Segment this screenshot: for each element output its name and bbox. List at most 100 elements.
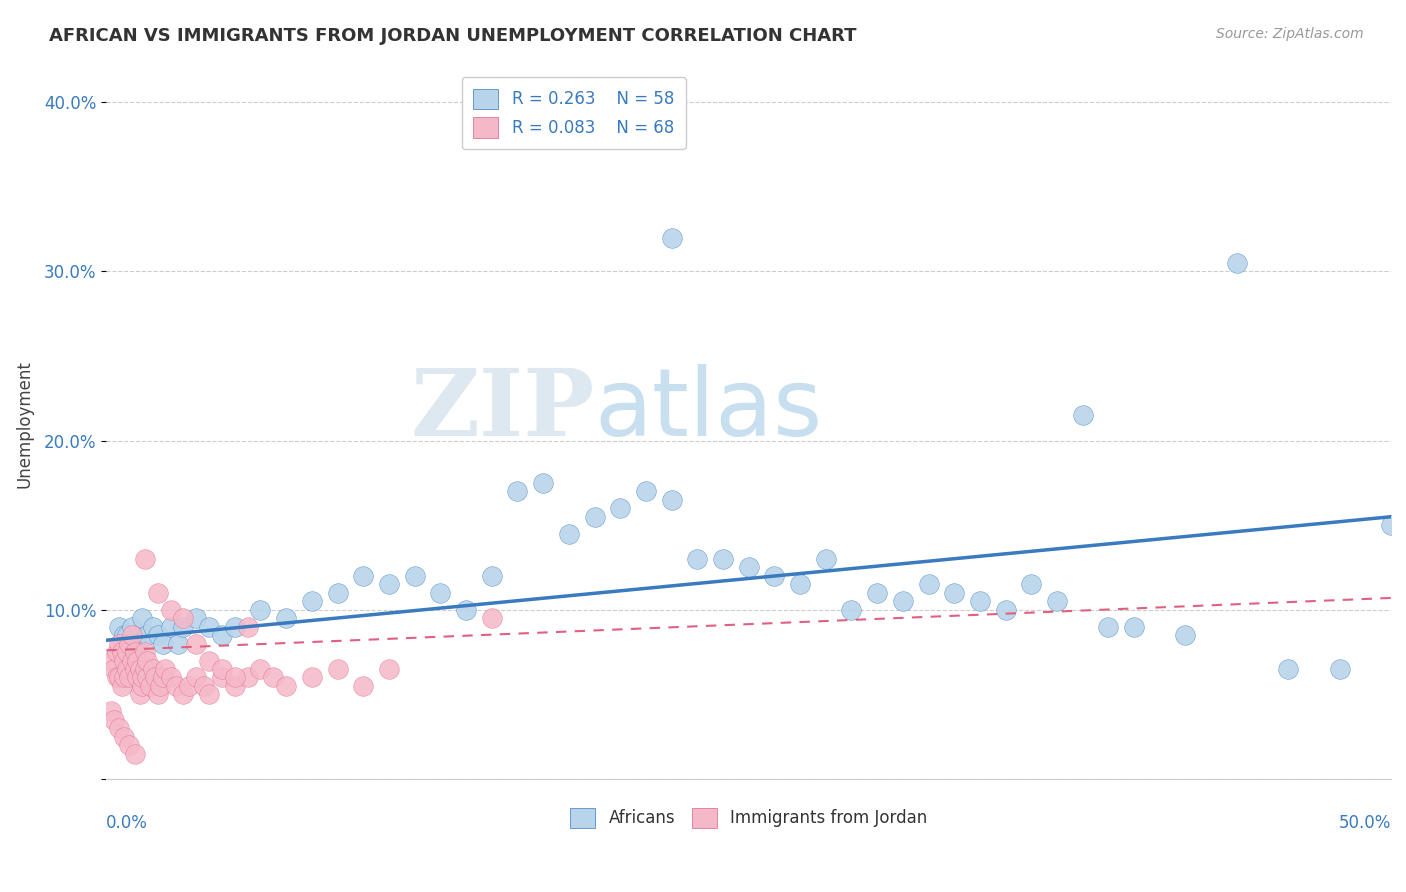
Point xyxy=(481,611,503,625)
Point xyxy=(127,637,149,651)
Point xyxy=(661,230,683,244)
Point xyxy=(378,577,401,591)
Point xyxy=(115,645,138,659)
Point xyxy=(159,620,181,634)
Point xyxy=(146,687,169,701)
Point xyxy=(276,611,298,625)
Point xyxy=(301,670,323,684)
Point xyxy=(454,603,477,617)
Point xyxy=(131,670,153,684)
Point xyxy=(301,594,323,608)
Point xyxy=(112,628,135,642)
Point xyxy=(193,679,215,693)
Point xyxy=(155,662,177,676)
Point xyxy=(128,662,150,676)
Point xyxy=(609,501,631,516)
Point xyxy=(103,713,125,727)
Point xyxy=(167,637,190,651)
Legend: Africans, Immigrants from Jordan: Africans, Immigrants from Jordan xyxy=(564,801,934,835)
Point xyxy=(111,679,134,693)
Text: AFRICAN VS IMMIGRANTS FROM JORDAN UNEMPLOYMENT CORRELATION CHART: AFRICAN VS IMMIGRANTS FROM JORDAN UNEMPL… xyxy=(49,27,856,45)
Point xyxy=(583,509,606,524)
Point xyxy=(352,569,374,583)
Text: atlas: atlas xyxy=(595,364,823,456)
Point xyxy=(737,560,759,574)
Point xyxy=(112,653,135,667)
Point xyxy=(103,662,125,676)
Point xyxy=(943,586,966,600)
Point xyxy=(149,679,172,693)
Point xyxy=(105,670,128,684)
Point xyxy=(172,687,194,701)
Point xyxy=(159,670,181,684)
Point xyxy=(152,637,174,651)
Point xyxy=(1097,620,1119,634)
Point xyxy=(763,569,786,583)
Point xyxy=(159,603,181,617)
Point xyxy=(177,679,200,693)
Point xyxy=(994,603,1017,617)
Point xyxy=(186,670,208,684)
Point xyxy=(115,628,138,642)
Point xyxy=(127,670,149,684)
Point xyxy=(326,586,349,600)
Point xyxy=(404,569,426,583)
Point xyxy=(686,552,709,566)
Text: ZIP: ZIP xyxy=(411,365,595,455)
Point xyxy=(124,645,146,659)
Point xyxy=(139,679,162,693)
Point xyxy=(262,670,284,684)
Point xyxy=(236,670,259,684)
Point xyxy=(112,730,135,744)
Point xyxy=(142,620,165,634)
Point xyxy=(917,577,939,591)
Point xyxy=(186,611,208,625)
Point xyxy=(249,662,271,676)
Point xyxy=(1046,594,1069,608)
Point xyxy=(146,628,169,642)
Point xyxy=(124,662,146,676)
Text: 0.0%: 0.0% xyxy=(107,814,148,832)
Point xyxy=(198,687,221,701)
Point xyxy=(152,670,174,684)
Point xyxy=(118,738,141,752)
Point xyxy=(224,679,246,693)
Point xyxy=(108,637,131,651)
Point xyxy=(841,603,863,617)
Point xyxy=(121,628,143,642)
Point xyxy=(127,653,149,667)
Point xyxy=(111,645,134,659)
Point xyxy=(1277,662,1299,676)
Point xyxy=(634,484,657,499)
Point xyxy=(136,670,159,684)
Point xyxy=(100,704,122,718)
Point xyxy=(134,552,156,566)
Point xyxy=(118,637,141,651)
Point xyxy=(211,670,233,684)
Point xyxy=(661,492,683,507)
Point xyxy=(100,653,122,667)
Point xyxy=(136,628,159,642)
Point xyxy=(249,603,271,617)
Point xyxy=(352,679,374,693)
Point xyxy=(1071,409,1094,423)
Point xyxy=(112,670,135,684)
Point xyxy=(186,637,208,651)
Point xyxy=(1174,628,1197,642)
Point xyxy=(378,662,401,676)
Point xyxy=(128,687,150,701)
Point xyxy=(108,670,131,684)
Y-axis label: Unemployment: Unemployment xyxy=(15,359,32,488)
Point xyxy=(124,747,146,761)
Point xyxy=(814,552,837,566)
Point xyxy=(211,628,233,642)
Point xyxy=(121,653,143,667)
Point xyxy=(143,670,166,684)
Point xyxy=(108,721,131,735)
Point xyxy=(198,620,221,634)
Point xyxy=(1379,518,1402,533)
Point xyxy=(115,662,138,676)
Point xyxy=(531,475,554,490)
Point xyxy=(1226,256,1249,270)
Point xyxy=(131,611,153,625)
